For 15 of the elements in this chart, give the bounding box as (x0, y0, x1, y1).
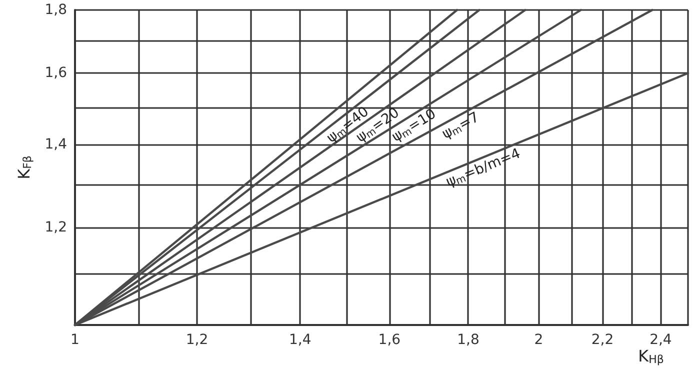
x-tick-label: 1,8 (457, 332, 480, 348)
x-axis-title: KHβ (638, 346, 664, 366)
y-tick-label: 1,6 (44, 65, 68, 82)
x-tick-label: 1,4 (288, 332, 312, 348)
x-tick-label: 1 (70, 332, 80, 348)
x-tick-label: 1,2 (186, 332, 208, 348)
x-tick-label: 2,2 (591, 332, 614, 348)
x-tick-label: 2 (534, 332, 544, 348)
y-tick-label: 1,8 (44, 2, 67, 18)
y-tick-label: 1,2 (44, 219, 67, 236)
x-tick-label: 1,6 (378, 332, 401, 348)
x-tick-label: 2,4 (650, 332, 672, 348)
y-axis-title: KFβ (14, 156, 34, 180)
y-tick-label: 1,4 (44, 136, 68, 153)
text: ψm=7 (440, 109, 482, 142)
